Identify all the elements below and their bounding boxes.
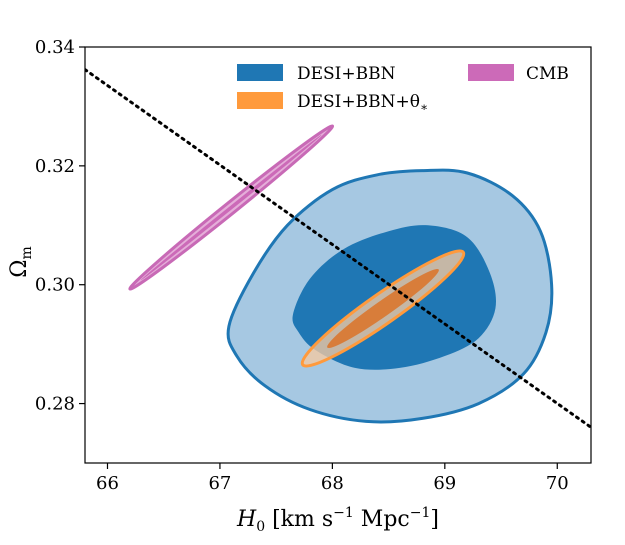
y-tick-label-0.32: 0.32 — [35, 156, 75, 177]
legend-swatch-cmb — [468, 64, 514, 81]
y-tick-label-0.34: 0.34 — [35, 37, 75, 58]
y-tick-label-0.28: 0.28 — [35, 394, 75, 415]
legend: DESI+BBN DESI+BBN+θ∗ CMB — [237, 64, 569, 114]
reference-line-layer — [85, 68, 591, 429]
contour-cmb-inner — [140, 134, 322, 281]
x-tick-label-66: 66 — [96, 473, 119, 494]
x-axis-title: H0 [km s−1 Mpc−1] — [236, 505, 439, 535]
y-tick-label-0.30: 0.30 — [35, 275, 75, 296]
contours-layer — [128, 124, 554, 424]
legend-swatch-desi-bbn — [237, 64, 283, 81]
x-tick-label-67: 67 — [208, 473, 231, 494]
y-axis-title: Ωm — [7, 246, 35, 278]
legend-label-desi-bbn-theta: DESI+BBN+θ∗ — [297, 92, 428, 114]
legend-label-cmb: CMB — [526, 64, 569, 84]
y-axis-ticks: 0.28 0.30 0.32 0.34 — [35, 37, 85, 415]
legend-swatch-desi-bbn-theta — [237, 92, 283, 109]
x-tick-label-68: 68 — [321, 473, 344, 494]
legend-label-desi-bbn: DESI+BBN — [297, 64, 396, 84]
contour-desi-bbn-theta-inner — [327, 268, 439, 349]
plot-frame — [84, 46, 592, 464]
x-axis-ticks: 66 67 68 69 70 — [96, 463, 569, 494]
x-tick-label-70: 70 — [546, 473, 569, 494]
x-tick-label-69: 69 — [433, 473, 456, 494]
degeneracy-dotted-line — [85, 68, 591, 429]
